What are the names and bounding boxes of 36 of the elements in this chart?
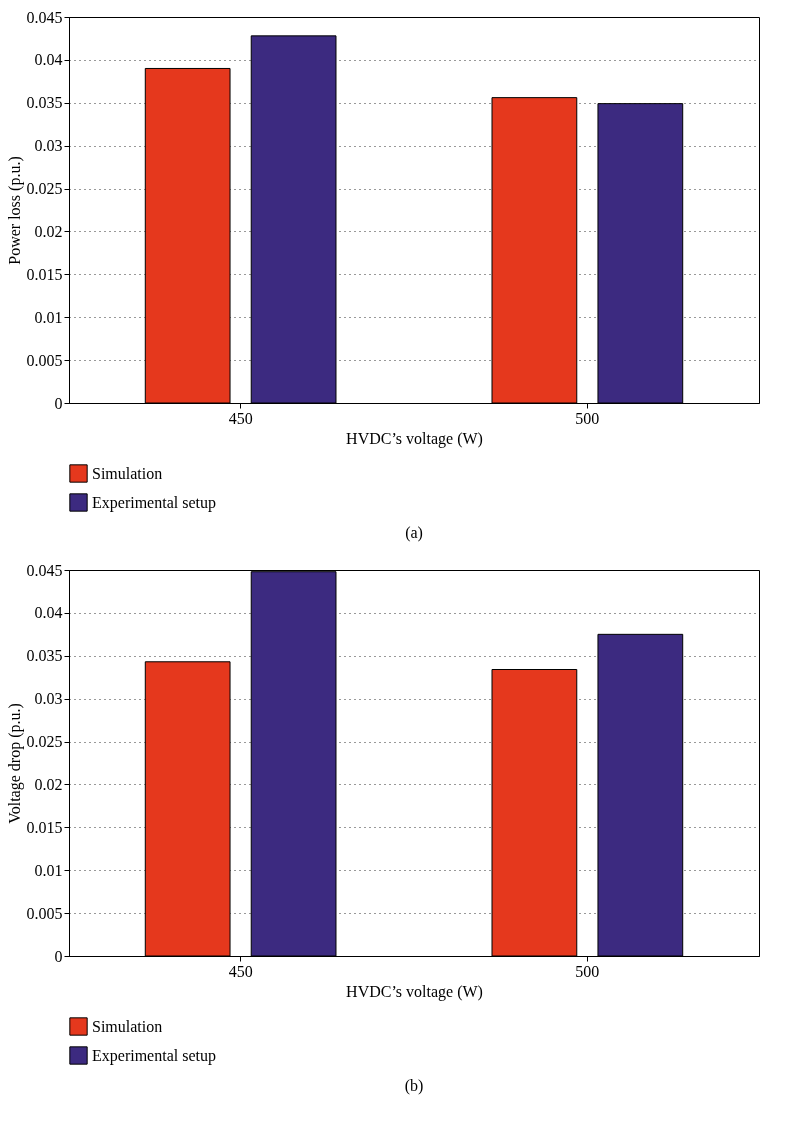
x-axis-title: HVDC’s voltage (W) bbox=[346, 982, 483, 1001]
y-tick-label: 0 bbox=[54, 394, 63, 412]
x-axis-title: HVDC’s voltage (W) bbox=[346, 429, 483, 448]
bar bbox=[144, 67, 231, 404]
y-tick-label: 0.045 bbox=[26, 8, 63, 26]
y-tick-label: 0 bbox=[54, 947, 63, 965]
y-tick-label: 0.03 bbox=[34, 137, 63, 155]
y-tick-label: 0.04 bbox=[34, 51, 63, 69]
y-tick-label: 0.04 bbox=[34, 604, 63, 622]
y-tick-label: 0.025 bbox=[26, 733, 63, 751]
y-tick-label: 0.025 bbox=[26, 180, 63, 198]
y-tick-label: 0.015 bbox=[26, 818, 63, 836]
y-tick-label: 0.045 bbox=[26, 561, 63, 579]
x-tick-label: 450 bbox=[228, 962, 253, 980]
y-tick-label: 0.02 bbox=[34, 222, 63, 240]
y-axis-title: Power loss (p.u.) bbox=[5, 156, 24, 265]
x-tick-label: 500 bbox=[575, 962, 600, 980]
y-tick-label: 0.03 bbox=[34, 690, 63, 708]
legend-label: Experimental setup bbox=[92, 493, 216, 512]
y-tick-label: 0.02 bbox=[34, 775, 63, 793]
y-tick-label: 0.015 bbox=[26, 265, 63, 283]
y-tick-label: 0.035 bbox=[26, 647, 63, 665]
legend-label: Simulation bbox=[92, 1017, 163, 1035]
x-tick-label: 500 bbox=[575, 409, 600, 427]
y-tick-label: 0.01 bbox=[34, 308, 63, 326]
y-tick-label: 0.005 bbox=[26, 351, 63, 369]
y-tick-label: 0.035 bbox=[26, 94, 63, 112]
y-tick-label: 0.01 bbox=[34, 861, 63, 879]
bar bbox=[144, 661, 231, 957]
y-axis-title: Voltage drop (p.u.) bbox=[5, 703, 24, 824]
legend-label: Simulation bbox=[92, 464, 163, 482]
text: (b) bbox=[404, 1077, 424, 1095]
text: (a) bbox=[405, 524, 423, 542]
y-tick-label: 0.005 bbox=[26, 904, 63, 922]
legend-label: Experimental setup bbox=[92, 1046, 216, 1065]
x-tick-label: 450 bbox=[228, 409, 253, 427]
